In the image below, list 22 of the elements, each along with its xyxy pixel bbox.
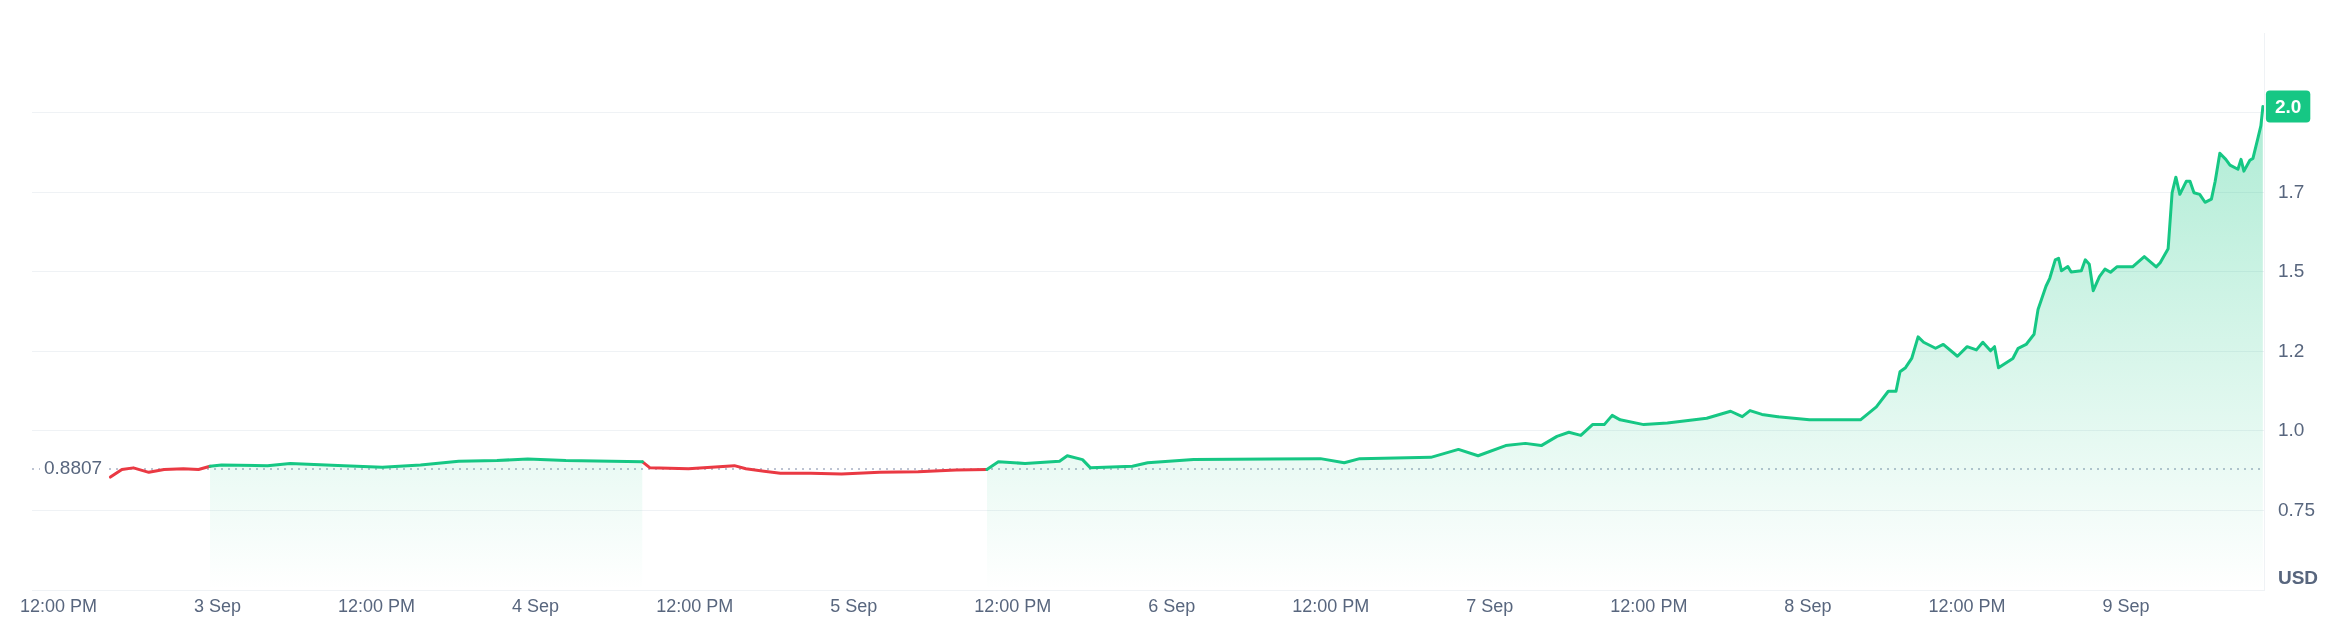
x-tick-label: 4 Sep (512, 595, 560, 616)
y-axis-title: USD (2277, 566, 2319, 588)
x-tick-label: 12:00 PM (1610, 595, 1688, 616)
x-tick-label: 12:00 PM (1292, 595, 1370, 616)
x-tick-label: 5 Sep (830, 595, 878, 616)
y-tick-label: 1.5 (2278, 260, 2305, 282)
x-tick-label: 3 Sep (194, 595, 242, 616)
y-tick-label: 1.0 (2278, 419, 2305, 441)
x-tick-label: 12:00 PM (338, 595, 416, 616)
x-tick-label: 12:00 PM (656, 595, 734, 616)
y-tick-label: 1.7 (2278, 180, 2305, 202)
x-tick-label: 12:00 PM (1928, 595, 2006, 616)
x-tick-label: 12:00 PM (19, 595, 98, 616)
x-tick-label: 7 Sep (1466, 595, 1514, 616)
x-tick-label: 9 Sep (2102, 595, 2150, 616)
y-tick-label: 0.75 (2278, 498, 2315, 520)
x-tick-label: 12:00 PM (974, 595, 1052, 616)
y-tick-label: 1.2 (2278, 339, 2305, 361)
annotation: 2.0 (2274, 95, 2302, 117)
x-tick-label: 8 Sep (1784, 595, 1832, 616)
x-tick-label: 6 Sep (1148, 595, 1196, 616)
ref-line-label: 0.8807 (44, 457, 103, 479)
